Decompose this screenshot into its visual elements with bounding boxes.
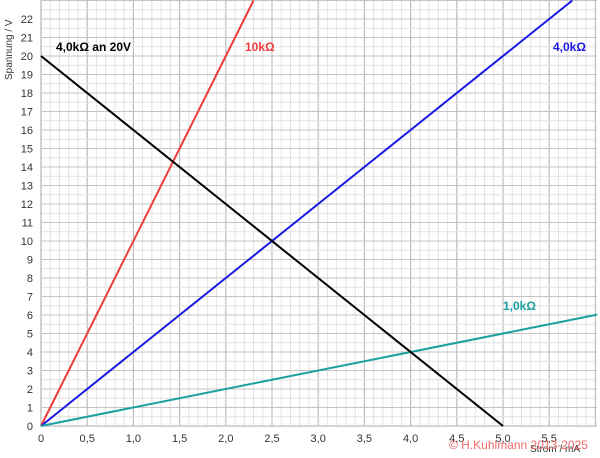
y-tick-label: 4 [27,347,33,359]
y-tick-label: 10 [21,236,33,248]
y-tick-label: 1 [27,403,33,415]
y-tick-label: 19 [21,70,33,82]
y-tick-label: 3 [27,366,33,378]
series-line [40,0,573,427]
y-tick-label: 8 [27,273,33,285]
x-tick-label: 4,5 [449,433,464,445]
y-tick-label: 5 [27,329,33,341]
y-tick-label: 2 [27,384,33,396]
series-lines [40,0,598,427]
grid [40,0,597,427]
y-tick-label: 16 [21,125,33,137]
x-tick-label: 4,0 [403,433,418,445]
series-line [40,55,504,427]
y-tick-label: 11 [22,218,33,230]
x-tick-label: 1,0 [126,433,141,445]
y-tick-label: 6 [27,310,33,322]
y-tick-label: 14 [21,162,33,174]
y-tick-label: 15 [21,144,33,156]
y-tick-label: 20 [21,51,33,63]
x-tick-label: 1,5 [172,433,187,445]
y-tick-label: 9 [27,255,33,267]
x-tick-label: 2,0 [218,433,233,445]
y-tick-label: 21 [21,33,33,45]
y-tick-label: 18 [21,88,33,100]
copyright-notice: © H.Kuhlmann 2013-2025 [449,438,588,452]
label-4k-an-20v: 4,0kΩ an 20V [56,40,131,54]
x-axis-title: Strom / mA [530,444,580,455]
series-line [40,0,255,427]
x-tick-label: 5,0 [495,433,510,445]
y-tick-label: 13 [21,181,33,193]
y-tick-label: 0 [27,421,33,433]
tick-labels: 0 0,5 1,0 1,5 2,0 2,5 3,0 3,5 4,0 4,5 5,0 5,5012345… [21,14,557,445]
x-tick-label: 3,5 [357,433,372,445]
y-axis-title: Spannung / V [4,19,15,80]
label-10k: 10kΩ [245,40,275,54]
y-tick-label: 12 [21,199,33,211]
y-tick-label: 7 [27,292,33,304]
x-tick-label: 3,0 [311,433,326,445]
x-tick-label: 0,5 [80,433,95,445]
x-tick-label: 2,5 [264,433,279,445]
x-tick-label: 5,5 [542,433,557,445]
y-tick-label: 22 [21,14,33,26]
label-4k: 4,0kΩ [553,40,586,54]
series-line [40,313,598,427]
label-1k: 1,0kΩ [503,299,536,313]
y-tick-label: 17 [21,107,33,119]
x-tick-label: 0 [38,433,44,445]
